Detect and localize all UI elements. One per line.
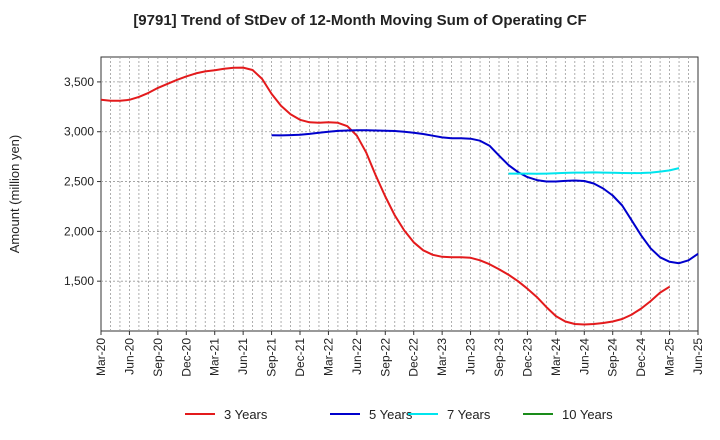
x-tick-label: Mar-24 xyxy=(549,338,563,376)
y-tick-label: 2,000 xyxy=(64,224,94,238)
x-tick-label: Mar-23 xyxy=(435,338,449,376)
y-tick-label: 3,000 xyxy=(64,125,94,139)
x-tick-label: Jun-22 xyxy=(350,338,364,375)
chart-title: [9791] Trend of StDev of 12-Month Moving… xyxy=(133,12,587,29)
x-tick-label: Sep-24 xyxy=(606,338,620,377)
legend: 3 Years 5 Years 7 Years 10 Years xyxy=(185,407,613,422)
x-tick-label: Jun-20 xyxy=(122,338,136,375)
y-axis: 1,500 2,000 2,500 3,000 3,500 xyxy=(64,75,101,288)
series-lines xyxy=(100,66,699,326)
x-tick-label: Dec-24 xyxy=(634,338,648,377)
x-tick-label: Jun-23 xyxy=(464,338,478,375)
x-tick-label: Sep-20 xyxy=(151,338,165,377)
series-line-3-years xyxy=(100,66,671,326)
legend-label: 10 Years xyxy=(562,407,613,422)
legend-label: 5 Years xyxy=(369,407,413,422)
x-tick-label: Dec-22 xyxy=(407,338,421,377)
x-tick-label: Mar-20 xyxy=(94,338,108,376)
x-axis: Mar-20 Jun-20 Sep-20 Dec-20 Mar-21 Jun-21 Sep-… xyxy=(94,331,705,377)
x-tick-label: Dec-21 xyxy=(293,338,307,377)
x-tick-label: Sep-23 xyxy=(492,338,506,377)
x-tick-label: Sep-21 xyxy=(265,338,279,377)
x-tick-label: Jun-25 xyxy=(691,338,705,375)
y-axis-title: Amount (million yen) xyxy=(7,135,22,254)
x-tick-label: Mar-22 xyxy=(321,338,335,376)
x-tick-label: Dec-23 xyxy=(520,338,534,377)
x-tick-label: Jun-24 xyxy=(577,338,591,375)
x-tick-label: Sep-22 xyxy=(378,338,392,377)
legend-label: 3 Years xyxy=(224,407,268,422)
x-tick-label: Mar-25 xyxy=(663,338,677,376)
x-tick-label: Dec-20 xyxy=(179,338,193,377)
y-tick-label: 2,500 xyxy=(64,175,94,189)
y-tick-label: 3,500 xyxy=(64,75,94,89)
series-line-7-years xyxy=(508,167,680,175)
x-tick-label: Mar-21 xyxy=(208,338,222,376)
y-tick-label: 1,500 xyxy=(64,274,94,288)
grid-lines xyxy=(101,57,698,331)
x-tick-label: Jun-21 xyxy=(236,338,250,375)
legend-label: 7 Years xyxy=(447,407,491,422)
series-line-5-years xyxy=(271,129,699,265)
plot-area xyxy=(100,56,699,332)
